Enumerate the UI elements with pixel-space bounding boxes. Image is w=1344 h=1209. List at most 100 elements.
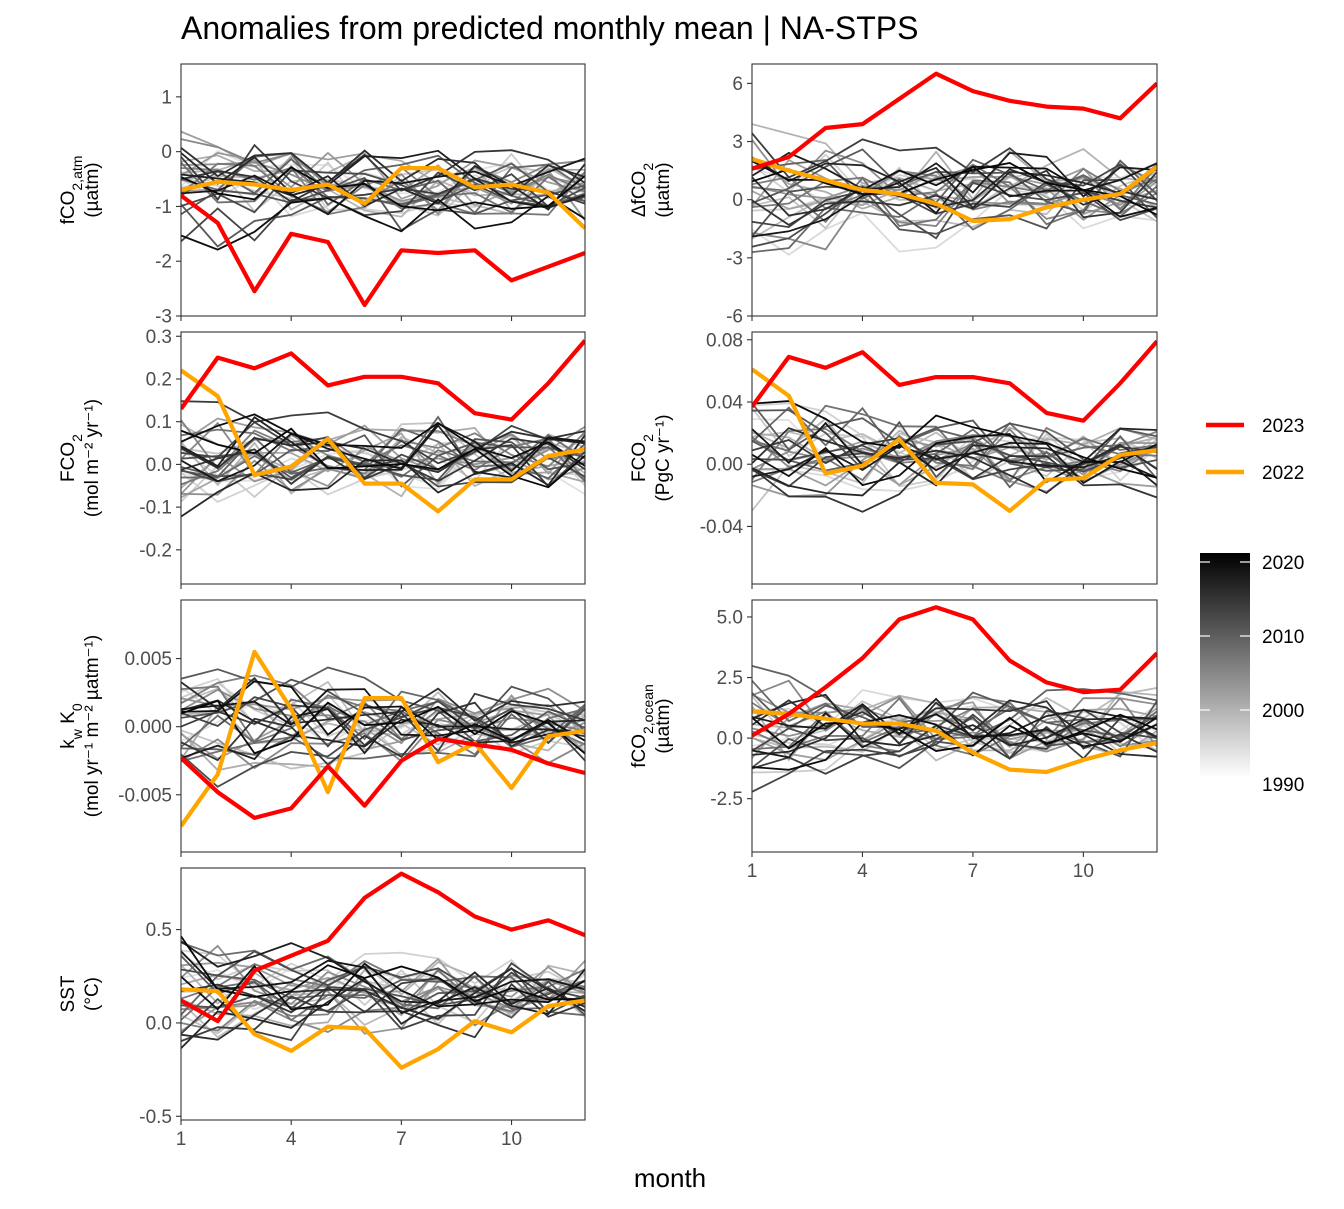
historic-year-line xyxy=(181,419,585,475)
series-line-2023 xyxy=(181,736,585,821)
historic-year-line xyxy=(752,148,1157,214)
series-line-2022 xyxy=(181,649,585,828)
panel-1: 1 0 -1 -2 -3 fCO2,atm(µatm) xyxy=(58,63,586,328)
series-line-2023 xyxy=(752,71,1157,171)
y-tick-label: -0.5 xyxy=(139,1107,172,1128)
y-axis-title-unit: (°C) xyxy=(82,977,103,1011)
historic-year-line xyxy=(752,695,1157,753)
y-tick-label: 0.000 xyxy=(124,717,172,738)
historic-year-line xyxy=(181,935,585,1003)
historic-year-line xyxy=(752,691,1157,738)
historic-year-line xyxy=(752,167,1157,211)
historic-year-line xyxy=(181,152,585,211)
y-tick-label: -3 xyxy=(726,248,743,269)
x-tick-label: 10 xyxy=(501,1129,522,1150)
panel-6: 5.0 2.5 0.0 -2.5 1 4 7 10 fCO2,ocean(µatm) xyxy=(629,599,1158,882)
panel-border xyxy=(180,63,586,317)
historic-year-line xyxy=(752,427,1157,495)
series-line-2022 xyxy=(181,166,585,230)
x-tick-label: 4 xyxy=(286,1129,297,1150)
year-colorbar xyxy=(1200,553,1250,778)
historic-lines xyxy=(752,123,1157,256)
historic-year-line xyxy=(752,699,1157,758)
historic-lines xyxy=(181,935,585,1049)
panel-5: 0.005 0.000 -0.005 kw K0(mol yr⁻¹ m⁻² µatm⁻… xyxy=(58,599,586,857)
panel-7: 0.5 0.0 -0.51 4 7 10 SST (°C) xyxy=(58,867,586,1150)
chart-title: Anomalies from predicted monthly mean | … xyxy=(181,10,918,46)
y-tick-label: -3 xyxy=(155,307,172,328)
y-tick-label: 0.04 xyxy=(706,393,743,414)
historic-year-line xyxy=(181,149,585,209)
historic-year-line xyxy=(752,169,1157,226)
y-axis-title: ΔfCO2(µatm) xyxy=(629,162,674,217)
y-axis-title: FCO2(mol m⁻² yr⁻¹) xyxy=(58,399,103,517)
historic-year-line xyxy=(181,434,585,518)
y-axis-title-quantity: fCO2,atm xyxy=(58,156,85,225)
y-axis-title-unit: (PgC yr⁻¹) xyxy=(653,414,674,501)
historic-year-line xyxy=(181,437,585,486)
y-tick-label: -6 xyxy=(726,307,743,328)
y-tick-label: 0.1 xyxy=(146,412,172,433)
series-line-2023 xyxy=(181,871,585,1024)
legend-label-2022: 2022 xyxy=(1262,463,1304,484)
colorbar-ticks xyxy=(1200,561,1250,711)
y-axis-title: SST (°C) xyxy=(58,975,103,1012)
historic-year-line xyxy=(181,176,585,232)
y-tick-label: -0.005 xyxy=(118,785,172,806)
historic-year-line xyxy=(181,971,585,1049)
y-axis-title-unit: (mol m⁻² yr⁻¹) xyxy=(82,399,103,517)
historic-year-line xyxy=(181,977,585,1035)
y-axis-title-quantity: fCO2,ocean xyxy=(629,684,656,768)
x-tick-label: 7 xyxy=(396,1129,407,1150)
y-axis-title: fCO2,ocean(µatm) xyxy=(629,684,674,768)
historic-year-line xyxy=(181,705,585,760)
y-axis-title-quantity: FCO2 xyxy=(58,434,85,482)
panel-border xyxy=(751,331,1158,585)
panel-2: 6 3 0 -3 -6 ΔfCO2(µatm) xyxy=(629,63,1158,328)
series-line-2023 xyxy=(181,193,585,308)
y-tick-label: -0.2 xyxy=(139,540,172,561)
y-tick-label: 2.5 xyxy=(717,668,743,689)
series-line-2022 xyxy=(752,709,1157,775)
panel-border xyxy=(180,599,586,853)
panel-border xyxy=(751,63,1158,317)
historic-year-line xyxy=(181,706,585,761)
historic-year-line xyxy=(752,158,1157,206)
historic-year-line xyxy=(181,690,585,748)
historic-year-line xyxy=(752,178,1157,237)
y-tick-label: 0.08 xyxy=(706,330,743,351)
historic-year-line xyxy=(181,704,585,770)
historic-year-line xyxy=(752,421,1157,485)
panel-3: 0.3 0.2 0.1 0.0 -0.1 -0.2 FCO2(mol m⁻² yr⁻¹) xyxy=(58,327,586,589)
series-line-2022 xyxy=(752,156,1157,224)
historic-year-line xyxy=(181,154,585,207)
historic-year-line xyxy=(752,713,1157,752)
historic-year-line xyxy=(181,422,585,483)
y-axis-title-quantity: ΔfCO2 xyxy=(629,163,656,217)
x-tick-label: 1 xyxy=(176,1129,187,1150)
historic-year-line xyxy=(752,168,1157,217)
y-axis-title-quantity: kw K0 xyxy=(58,703,85,749)
panel-border xyxy=(180,867,586,1121)
x-axis-title: month xyxy=(634,1163,706,1193)
historic-year-line xyxy=(181,166,585,212)
historic-year-line xyxy=(181,688,585,744)
y-axis-title-unit: (µatm) xyxy=(82,162,103,217)
series-line-2023 xyxy=(181,339,585,422)
panel-border xyxy=(751,599,1158,853)
historic-year-line xyxy=(181,400,585,488)
historic-year-line xyxy=(181,701,585,766)
historic-year-line xyxy=(181,435,585,503)
y-tick-label: 0 xyxy=(161,142,172,163)
y-tick-label: 0.0 xyxy=(146,455,172,476)
historic-year-line xyxy=(752,709,1157,760)
series-line-2023 xyxy=(752,605,1157,738)
historic-year-line xyxy=(752,454,1157,513)
y-tick-label: 0.2 xyxy=(146,369,172,390)
series-line-2022 xyxy=(181,987,585,1070)
x-tick-label: 4 xyxy=(857,861,868,882)
y-tick-label: -2.5 xyxy=(710,789,743,810)
historic-year-line xyxy=(752,162,1157,216)
y-axis-title-unit: (mol yr⁻¹ m⁻² µatm⁻¹) xyxy=(82,635,103,817)
y-tick-label: 0.0 xyxy=(717,729,743,750)
